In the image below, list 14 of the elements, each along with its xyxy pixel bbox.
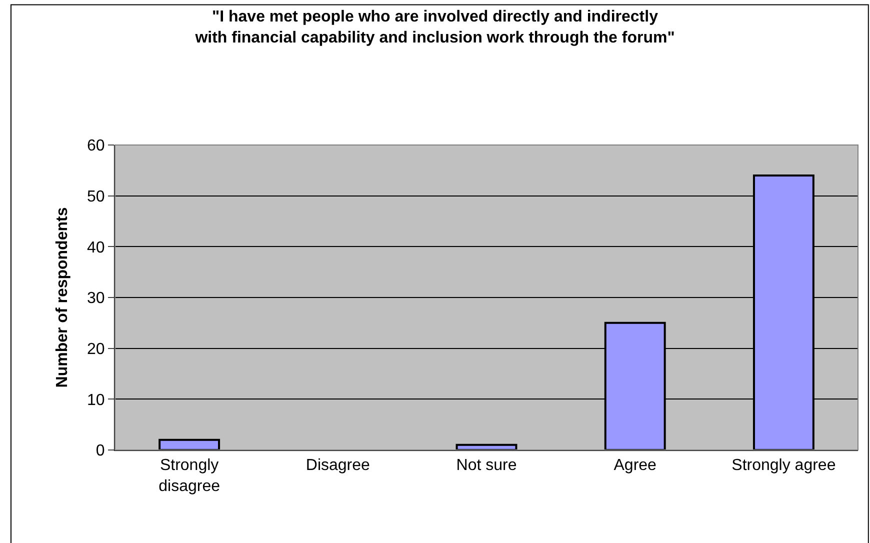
chart-title: "I have met people who are involved directly and indirectly with financial capability and inclusion work through the forum" [194, 8, 675, 47]
y-tick-label: 10 [87, 392, 105, 409]
x-tick-label: Agree [614, 457, 657, 474]
y-axis-title: Number of respondents [54, 207, 71, 388]
x-tick-label: Strongly agree [732, 457, 836, 474]
x-tick-label: Disagree [306, 457, 370, 474]
y-tick-label: 20 [87, 340, 105, 358]
x-tick-label: Not sure [456, 457, 517, 474]
y-tick-label: 60 [87, 138, 105, 155]
x-tick-label: Strongly disagree [158, 457, 220, 495]
y-tick-label: 0 [96, 442, 105, 460]
y-tick-label: 40 [87, 239, 105, 256]
y-tick-label: 50 [87, 188, 105, 206]
y-tick-label: 30 [87, 290, 105, 308]
